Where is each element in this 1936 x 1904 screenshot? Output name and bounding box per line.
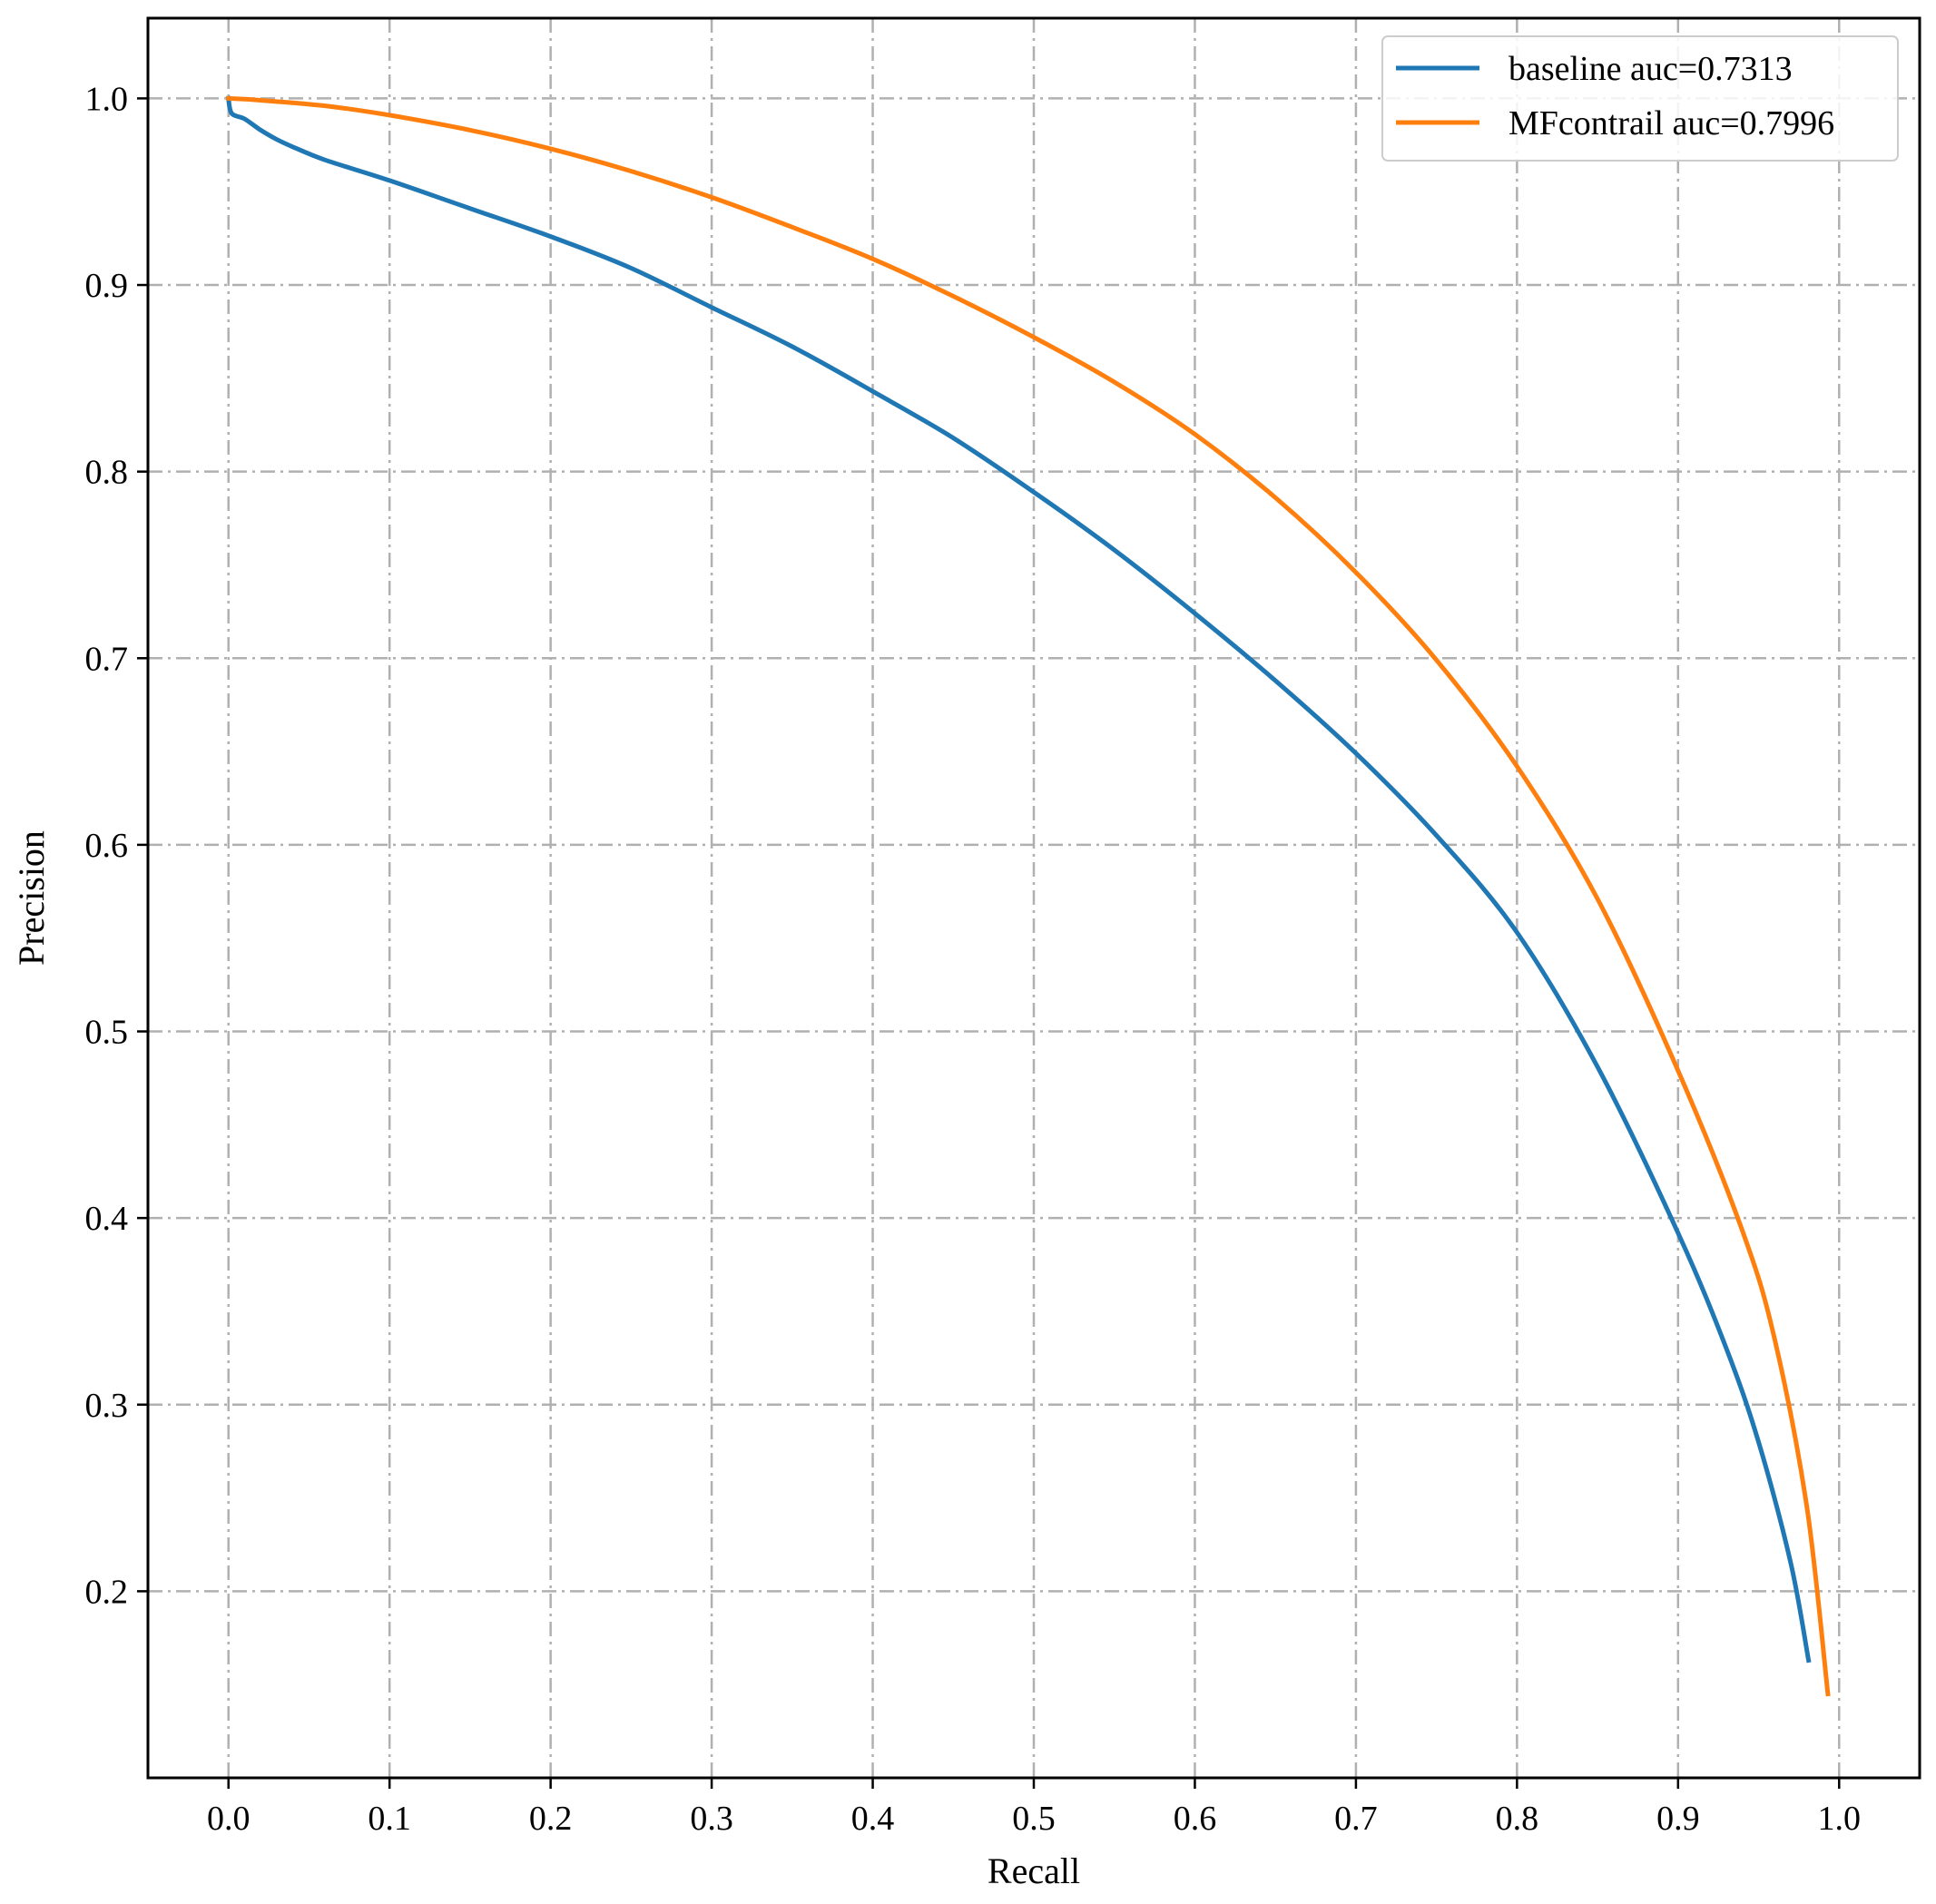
y-tick-label: 0.4 <box>85 1200 129 1238</box>
x-axis-ticks: 0.0 0.1 0.2 0.3 0.4 0.5 0.6 0.7 0.8 0.9 1.0 <box>207 1778 1861 1838</box>
x-tick-label: 0.4 <box>851 1800 895 1838</box>
y-tick-label: 0.9 <box>85 267 129 305</box>
legend-label-mfcontrail: MFcontrail auc=0.7996 <box>1509 104 1834 142</box>
legend-box <box>1381 35 1899 162</box>
x-tick-label: 0.1 <box>368 1800 411 1838</box>
x-tick-label: 0.9 <box>1656 1800 1700 1838</box>
x-tick-label: 0.6 <box>1174 1800 1217 1838</box>
y-tick-label: 0.6 <box>85 827 129 865</box>
y-axis-ticks: 0.2 0.3 0.4 0.5 0.6 0.7 0.8 0.9 1.0 <box>85 80 148 1611</box>
x-tick-label: 0.5 <box>1012 1800 1056 1838</box>
x-tick-label: 1.0 <box>1818 1800 1862 1838</box>
y-tick-label: 1.0 <box>85 80 129 118</box>
y-tick-label: 0.5 <box>85 1014 129 1052</box>
y-tick-label: 0.3 <box>85 1387 129 1425</box>
x-tick-label: 0.8 <box>1496 1800 1539 1838</box>
y-tick-label: 0.7 <box>85 640 129 678</box>
legend-label-baseline: baseline auc=0.7313 <box>1509 50 1793 88</box>
series-line-mfcontrail <box>226 95 1831 1697</box>
legend: baseline auc=0.7313 MFcontrail auc=0.799… <box>1381 35 1899 162</box>
series-lines <box>225 95 1831 1697</box>
x-tick-label: 0.0 <box>207 1800 251 1838</box>
y-axis-label: Precision <box>11 830 52 966</box>
grid <box>148 18 1920 1778</box>
x-tick-label: 0.7 <box>1334 1800 1378 1838</box>
series-line-baseline <box>225 95 1812 1664</box>
y-tick-label: 0.2 <box>85 1573 129 1611</box>
x-tick-label: 0.3 <box>690 1800 733 1838</box>
x-tick-label: 0.2 <box>529 1800 573 1838</box>
x-axis-label: Recall <box>988 1850 1080 1891</box>
y-tick-label: 0.8 <box>85 454 129 492</box>
